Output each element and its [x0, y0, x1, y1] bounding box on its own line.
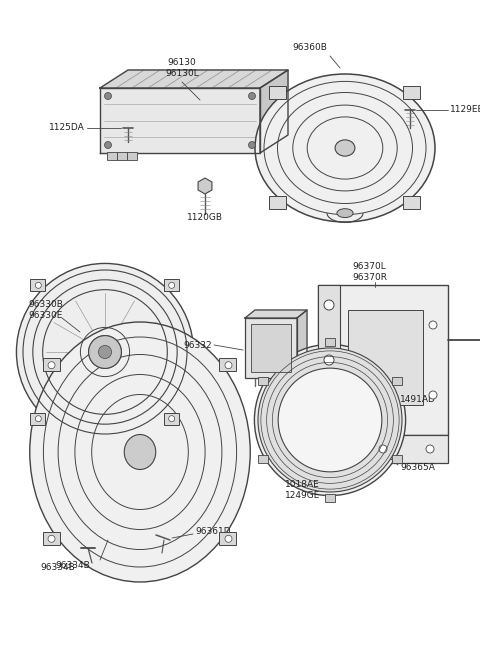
Bar: [403, 86, 420, 99]
Bar: [30, 279, 45, 291]
Circle shape: [48, 535, 55, 542]
Bar: [258, 377, 268, 385]
Polygon shape: [260, 70, 288, 153]
Text: 96332: 96332: [183, 341, 212, 350]
Circle shape: [324, 410, 334, 420]
Ellipse shape: [30, 322, 250, 582]
Circle shape: [379, 445, 387, 453]
Circle shape: [168, 282, 175, 288]
Text: 1125DA: 1125DA: [49, 124, 85, 132]
Circle shape: [36, 282, 41, 288]
Text: 96130
96130L: 96130 96130L: [165, 58, 199, 78]
Bar: [325, 338, 335, 346]
Circle shape: [332, 445, 340, 453]
Text: 96330B
96330E: 96330B 96330E: [28, 300, 63, 320]
Bar: [269, 196, 286, 209]
Bar: [392, 377, 402, 385]
Text: 96334B: 96334B: [55, 561, 90, 569]
Bar: [219, 358, 237, 371]
Text: 1491AD: 1491AD: [400, 396, 436, 405]
Bar: [117, 152, 127, 160]
Polygon shape: [245, 310, 307, 318]
Bar: [348, 310, 423, 405]
Circle shape: [105, 141, 111, 149]
Bar: [107, 152, 117, 160]
Text: 96370L
96370R: 96370L 96370R: [352, 262, 387, 282]
Circle shape: [89, 335, 121, 368]
Polygon shape: [100, 70, 288, 88]
Ellipse shape: [337, 209, 353, 217]
Bar: [43, 358, 60, 371]
Circle shape: [249, 92, 255, 100]
Circle shape: [168, 416, 175, 422]
Polygon shape: [198, 178, 212, 194]
Circle shape: [36, 416, 41, 422]
Circle shape: [429, 321, 437, 329]
Bar: [127, 152, 137, 160]
Circle shape: [225, 535, 232, 542]
Bar: [30, 413, 45, 424]
Text: 1018AE
1249GE: 1018AE 1249GE: [285, 480, 320, 500]
Circle shape: [429, 391, 437, 399]
Circle shape: [105, 92, 111, 100]
Bar: [318, 285, 448, 435]
Circle shape: [249, 141, 255, 149]
Bar: [325, 494, 335, 502]
Bar: [318, 435, 448, 463]
Circle shape: [258, 348, 402, 492]
Text: 1120GB: 1120GB: [187, 214, 223, 223]
Polygon shape: [100, 88, 260, 153]
Circle shape: [225, 362, 232, 369]
Bar: [164, 413, 179, 424]
Bar: [269, 86, 286, 99]
Bar: [251, 324, 291, 372]
Bar: [219, 532, 237, 545]
Ellipse shape: [124, 434, 156, 470]
Circle shape: [426, 445, 434, 453]
Text: 96361D: 96361D: [195, 527, 230, 536]
Bar: [43, 532, 60, 545]
Bar: [258, 455, 268, 463]
Text: 96334B: 96334B: [40, 563, 75, 572]
Circle shape: [98, 345, 111, 358]
Text: 96360B: 96360B: [293, 43, 327, 52]
Circle shape: [48, 362, 55, 369]
Circle shape: [254, 345, 406, 496]
Bar: [403, 196, 420, 209]
Bar: [392, 455, 402, 463]
Ellipse shape: [255, 74, 435, 222]
Text: 1129EE: 1129EE: [450, 105, 480, 115]
Ellipse shape: [335, 140, 355, 156]
Text: 96365A: 96365A: [400, 464, 435, 472]
Circle shape: [324, 355, 334, 365]
Bar: [245, 318, 297, 378]
Bar: [164, 279, 179, 291]
Polygon shape: [297, 310, 307, 378]
Circle shape: [324, 300, 334, 310]
Circle shape: [16, 263, 193, 441]
Circle shape: [278, 368, 382, 472]
Bar: [318, 285, 340, 435]
